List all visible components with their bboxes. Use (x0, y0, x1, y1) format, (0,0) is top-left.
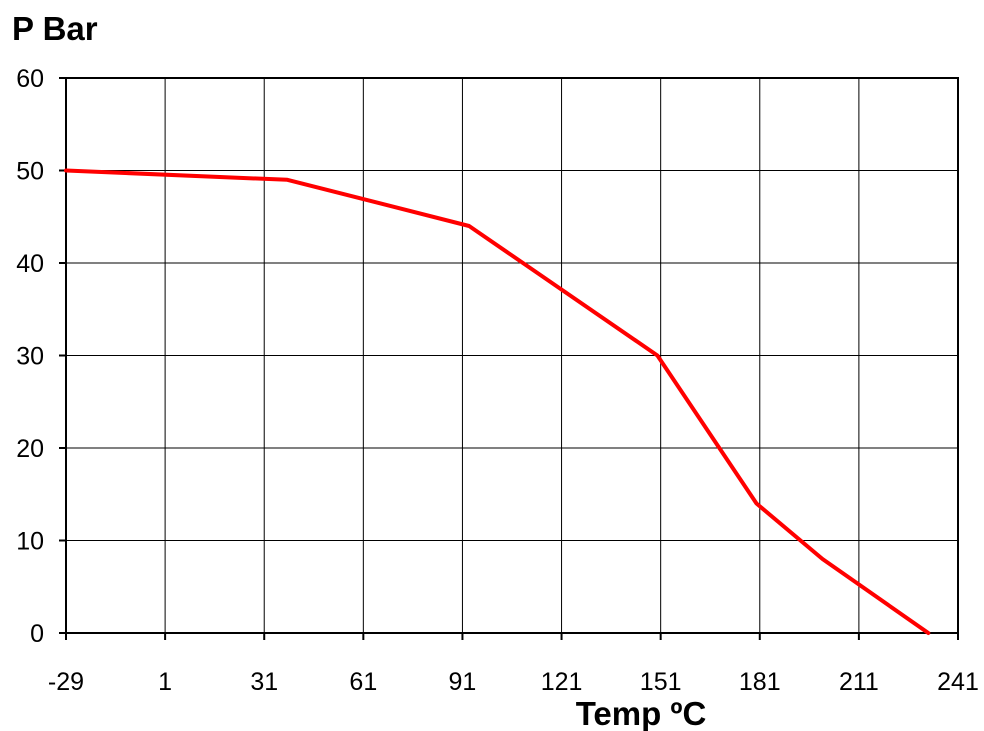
x-axis-title: Temp ºC (576, 695, 707, 731)
x-tick-label: 211 (839, 668, 879, 696)
x-tick-label: 151 (640, 668, 682, 696)
x-tick-label: 241 (937, 668, 979, 696)
y-tick-label: 50 (16, 158, 44, 186)
x-tick-label: 91 (449, 668, 477, 696)
x-tick-label: 181 (739, 668, 781, 696)
y-axis-ticks: 0 10 20 30 40 50 60 (16, 65, 66, 648)
series-line-0 (64, 168, 931, 635)
y-tick-label: 30 (16, 343, 44, 371)
x-tick-label: 31 (250, 668, 278, 696)
x-tick-label: 121 (541, 668, 583, 696)
x-axis-ticks: -29 1 31 61 91 121 151 181 211 241 (48, 633, 979, 696)
series-layer (64, 168, 931, 635)
y-tick-label: 60 (16, 65, 44, 93)
y-tick-label: 40 (16, 250, 44, 278)
x-tick-label: 1 (158, 668, 172, 696)
y-tick-label: 0 (30, 620, 44, 648)
x-tick-label: -29 (48, 668, 84, 696)
y-tick-label: 10 (16, 528, 44, 556)
y-tick-label: 20 (16, 435, 44, 463)
y-axis-title: P Bar (12, 10, 98, 47)
gridlines (65, 77, 959, 634)
x-tick-label: 61 (349, 668, 377, 696)
